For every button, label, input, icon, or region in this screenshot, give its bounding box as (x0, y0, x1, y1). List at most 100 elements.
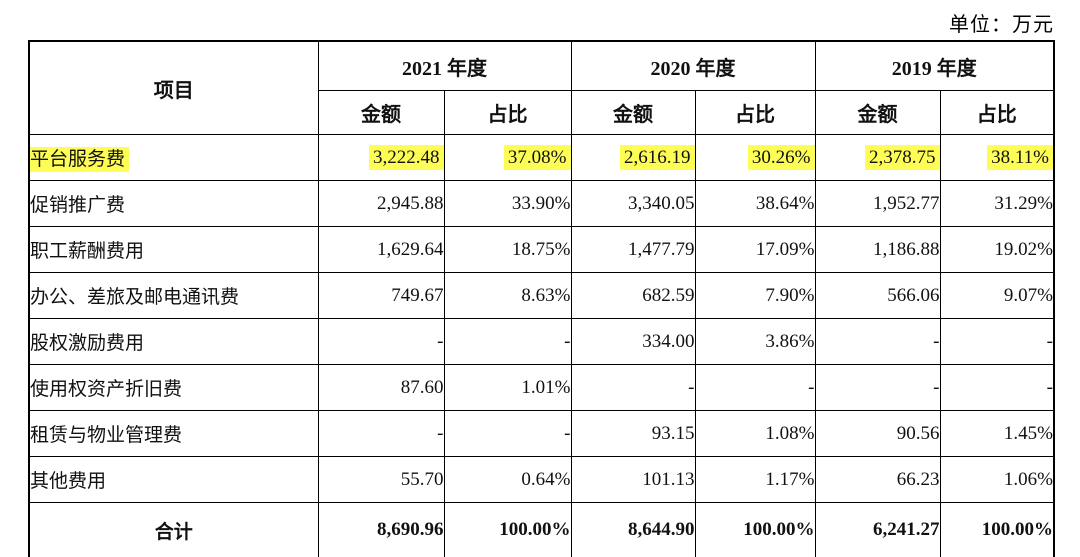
value-text: 19.02% (994, 238, 1053, 260)
item-cell: 平台服务费 (28, 134, 319, 181)
value-text: 1.45% (1003, 422, 1053, 444)
year-header-2021: 2021 年度 (317, 40, 572, 91)
table-row: 职工薪酬费用 1,629.64 18.75% 1,477.79 17.09% 1… (28, 226, 1055, 273)
value-cell: - (317, 318, 445, 365)
item-label: 股权激励费用 (30, 333, 145, 354)
value-cell: 1.17% (694, 456, 816, 503)
total-value-cell: 100.00% (443, 502, 572, 557)
value-text: 3,340.05 (628, 192, 695, 214)
value-cell: 18.75% (443, 226, 572, 273)
value-cell: 1.45% (939, 410, 1055, 457)
value-cell: 93.15 (570, 410, 696, 457)
value-text: 1,477.79 (628, 238, 695, 260)
value-text: 38.11% (987, 144, 1053, 170)
value-text: 7.90% (765, 284, 815, 306)
value-cell: 19.02% (939, 226, 1055, 273)
value-cell: 3.86% (694, 318, 816, 365)
value-cell: - (814, 364, 941, 411)
value-cell: 682.59 (570, 272, 696, 319)
value-text: - (437, 330, 444, 352)
value-text: 87.60 (400, 376, 444, 398)
item-cell: 职工薪酬费用 (28, 226, 319, 273)
value-cell: 0.64% (443, 456, 572, 503)
value-cell: 33.90% (443, 180, 572, 227)
amount-header-2019: 金额 (814, 90, 941, 135)
value-text: 2,945.88 (377, 192, 444, 214)
value-text: 9.07% (1003, 284, 1053, 306)
value-text: 1,186.88 (873, 238, 940, 260)
value-cell: 2,945.88 (317, 180, 445, 227)
value-cell: - (694, 364, 816, 411)
value-text: 1.01% (521, 376, 571, 398)
value-text: - (933, 330, 940, 352)
total-value-cell: 100.00% (939, 502, 1055, 557)
value-cell: 38.64% (694, 180, 816, 227)
value-text: 17.09% (755, 238, 815, 260)
value-cell: 30.26% (694, 134, 816, 181)
value-text: 1.17% (765, 468, 815, 490)
value-text: - (564, 330, 571, 352)
value-text: 1,952.77 (873, 192, 940, 214)
value-text: - (1046, 330, 1053, 352)
value-cell: 3,222.48 (317, 134, 445, 181)
value-text: 1.06% (1003, 468, 1053, 490)
value-text: 0.64% (521, 468, 571, 490)
value-cell: - (443, 318, 572, 365)
value-text: 1.08% (765, 422, 815, 444)
total-value-cell: 8,690.96 (317, 502, 445, 557)
subheader-row: 金额 占比 金额 占比 金额 占比 (29, 90, 1055, 135)
value-text: 31.29% (994, 192, 1053, 214)
value-text: 30.26% (747, 144, 814, 170)
value-cell: 87.60 (317, 364, 445, 411)
item-label: 职工薪酬费用 (30, 241, 145, 262)
value-cell: 1.01% (443, 364, 572, 411)
year-header-2020: 2020 年度 (570, 40, 816, 91)
item-column-header: 项目 (28, 40, 319, 135)
amount-header-2021: 金额 (317, 90, 445, 135)
year-header-row: 项目 2021 年度 2020 年度 2019 年度 (28, 40, 1055, 135)
value-cell: 1.08% (694, 410, 816, 457)
value-cell: 1,477.79 (570, 226, 696, 273)
value-text: - (564, 422, 571, 444)
value-cell: 37.08% (443, 134, 572, 181)
table-row: 使用权资产折旧费 87.60 1.01% - - - - (28, 364, 1055, 411)
value-text: 3.86% (765, 330, 815, 352)
value-cell: 90.56 (814, 410, 941, 457)
value-cell: 1,952.77 (814, 180, 941, 227)
value-cell: 1,629.64 (317, 226, 445, 273)
value-cell: 2,616.19 (570, 134, 696, 181)
value-text: 55.70 (400, 468, 444, 490)
value-text: 8.63% (521, 284, 571, 306)
value-cell: 38.11% (939, 134, 1055, 181)
value-text: 3,222.48 (369, 144, 443, 170)
value-text: 334.00 (642, 330, 695, 352)
table-header: 项目 2021 年度 2020 年度 2019 年度 金额 占比 金额 占比 金… (28, 40, 1055, 135)
item-label: 租赁与物业管理费 (30, 425, 183, 446)
value-cell: 9.07% (939, 272, 1055, 319)
total-label: 合计 (28, 502, 319, 557)
table-row: 股权激励费用 - - 334.00 3.86% - - (28, 318, 1055, 365)
value-text: 1,629.64 (377, 238, 444, 260)
value-cell: - (570, 364, 696, 411)
amount-header-2020: 金额 (570, 90, 696, 135)
table-row: 租赁与物业管理费 - - 93.15 1.08% 90.56 1.45% (28, 410, 1055, 457)
value-text: - (688, 376, 695, 398)
value-cell: 31.29% (939, 180, 1055, 227)
total-value-cell: 6,241.27 (814, 502, 941, 557)
value-text: 90.56 (896, 422, 940, 444)
value-text: 93.15 (651, 422, 695, 444)
item-cell: 办公、差旅及邮电通讯费 (28, 272, 319, 319)
value-cell: 7.90% (694, 272, 816, 319)
value-text: 682.59 (642, 284, 695, 306)
value-cell: 749.67 (317, 272, 445, 319)
total-value-cell: 8,644.90 (570, 502, 696, 557)
value-cell: 566.06 (814, 272, 941, 319)
item-cell: 促销推广费 (28, 180, 319, 227)
value-text: 18.75% (511, 238, 571, 260)
value-cell: 1.06% (939, 456, 1055, 503)
item-label: 平台服务费 (30, 147, 130, 172)
value-text: 749.67 (391, 284, 444, 306)
value-text: 37.08% (503, 144, 570, 170)
table-row: 办公、差旅及邮电通讯费 749.67 8.63% 682.59 7.90% 56… (28, 272, 1055, 319)
item-label: 促销推广费 (30, 195, 126, 216)
